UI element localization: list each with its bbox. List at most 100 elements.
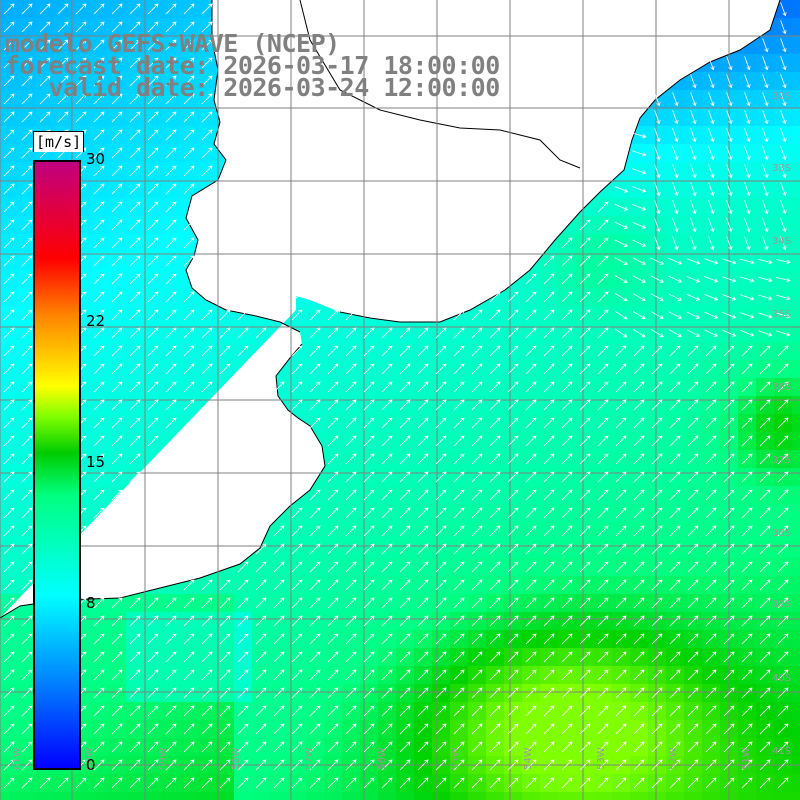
wind-arrow (597, 309, 609, 321)
wind-arrow (3, 75, 15, 87)
wind-arrow (453, 741, 465, 753)
wind-arrow (183, 291, 195, 303)
wind-arrow (363, 669, 375, 681)
wind-arrow (111, 453, 123, 465)
wind-arrow (615, 435, 627, 447)
wind-arrow (165, 273, 177, 285)
wind-arrow (255, 669, 267, 681)
wind-arrow (579, 417, 591, 429)
wind-arrow (726, 200, 733, 215)
wind-arrow (201, 93, 213, 105)
wind-arrow (614, 328, 628, 338)
wind-arrow (579, 669, 591, 681)
wind-arrow (345, 633, 357, 645)
wind-arrow (75, 39, 87, 51)
wind-arrow (525, 705, 537, 717)
wind-arrow (183, 309, 195, 321)
wind-arrow (669, 615, 681, 627)
wind-arrow (740, 276, 755, 283)
field-cell (558, 792, 576, 800)
wind-arrow (165, 183, 177, 195)
field-cell (792, 432, 800, 450)
wind-arrow (3, 525, 15, 537)
wind-arrow (327, 399, 339, 411)
wind-arrow (744, 74, 751, 89)
wind-arrow (417, 597, 429, 609)
wind-arrow (147, 165, 159, 177)
wind-arrow (3, 147, 15, 159)
wind-arrow (93, 669, 105, 681)
wind-arrow (650, 329, 664, 338)
wind-arrow (327, 417, 339, 429)
wind-arrow (633, 723, 645, 735)
wind-arrow (579, 291, 591, 303)
wind-arrow (723, 381, 735, 393)
wind-arrow (543, 453, 555, 465)
wind-arrow (669, 435, 681, 447)
wind-arrow (129, 651, 141, 663)
wind-arrow (399, 759, 411, 771)
wind-arrow (741, 363, 753, 375)
wind-arrow (399, 399, 411, 411)
wind-arrow (687, 669, 699, 681)
wind-arrow (3, 759, 15, 771)
wind-arrow (722, 276, 737, 283)
field-cell (792, 630, 800, 648)
wind-arrow (165, 111, 177, 123)
wind-arrow (3, 651, 15, 663)
wind-arrow (615, 453, 627, 465)
wind-arrow (471, 687, 483, 699)
wind-arrow (21, 327, 33, 339)
wind-arrow (471, 741, 483, 753)
wind-arrow (633, 759, 645, 771)
wind-arrow (669, 687, 681, 699)
wind-arrow (165, 219, 177, 231)
wind-arrow (708, 218, 715, 233)
wind-arrow (345, 345, 357, 357)
wind-arrow (57, 75, 69, 87)
wind-arrow (147, 273, 159, 285)
lon-label: 54W (523, 747, 534, 770)
wind-arrow (669, 543, 681, 555)
wind-arrow (543, 597, 555, 609)
field-cell (792, 360, 800, 378)
wind-arrow (129, 147, 141, 159)
wind-arrow (165, 345, 177, 357)
wind-arrow (579, 363, 591, 375)
wind-arrow (111, 759, 123, 771)
wind-arrow (579, 723, 591, 735)
wind-arrow (579, 633, 591, 645)
wind-arrow (399, 543, 411, 555)
wind-arrow (759, 705, 771, 717)
wind-arrow (309, 489, 321, 501)
wind-arrow (111, 93, 123, 105)
wind-arrow (687, 507, 699, 519)
wind-arrow (399, 597, 411, 609)
wind-arrow (381, 777, 393, 789)
wind-arrow (183, 39, 195, 51)
wind-arrow (129, 3, 141, 15)
wind-arrow (183, 111, 195, 123)
wind-arrow (726, 74, 733, 89)
wind-arrow (705, 525, 717, 537)
wind-arrow (111, 57, 123, 69)
wind-arrow (129, 687, 141, 699)
field-cell (792, 576, 800, 594)
wind-arrow (741, 489, 753, 501)
wind-arrow (237, 561, 249, 573)
wind-arrow (93, 345, 105, 357)
wind-arrow (129, 327, 141, 339)
wind-arrow (435, 651, 447, 663)
wind-arrow (705, 741, 717, 753)
field-cell (792, 486, 800, 504)
wind-arrow (201, 309, 213, 321)
wind-arrow (561, 363, 573, 375)
wind-arrow (363, 597, 375, 609)
wind-arrow (327, 759, 339, 771)
wind-arrow (543, 273, 555, 285)
wind-arrow (147, 111, 159, 123)
wind-arrow (669, 759, 681, 771)
wind-arrow (363, 723, 375, 735)
wind-arrow (507, 417, 519, 429)
wind-arrow (507, 489, 519, 501)
